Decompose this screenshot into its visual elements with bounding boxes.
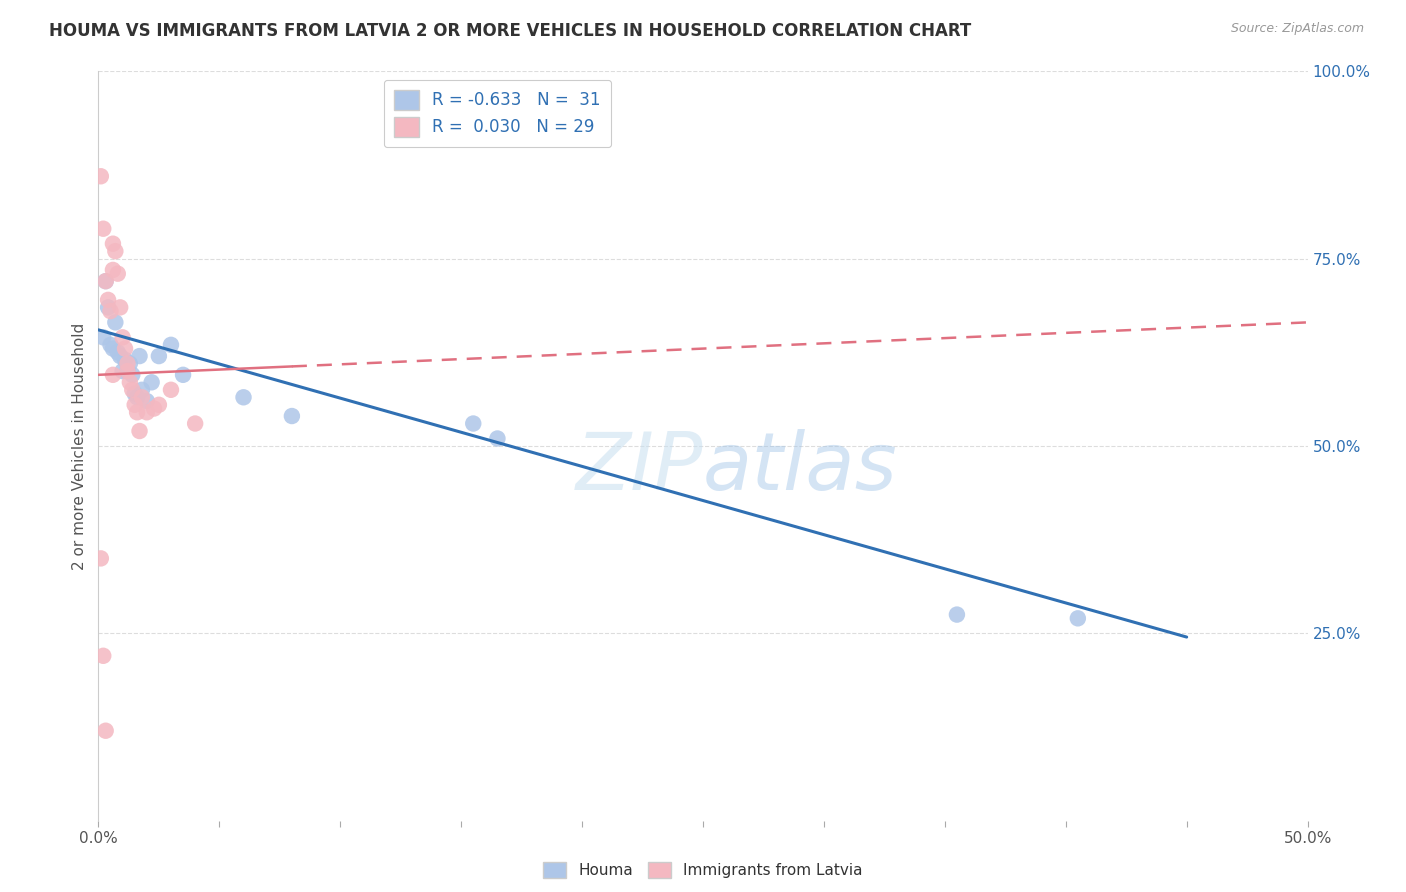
Point [108, 301, 131, 315]
Point [135, 394, 157, 409]
Point [111, 364, 134, 378]
Point [121, 383, 143, 397]
Point [118, 357, 141, 371]
Text: HOUMA VS IMMIGRANTS FROM LATVIA 2 OR MORE VEHICLES IN HOUSEHOLD CORRELATION CHAR: HOUMA VS IMMIGRANTS FROM LATVIA 2 OR MOR… [49, 22, 972, 40]
Point [94, 274, 117, 288]
Point [131, 390, 153, 404]
Point [124, 398, 146, 412]
Point [124, 386, 146, 401]
Point [127, 390, 149, 404]
Point [141, 376, 163, 390]
Text: atlas: atlas [703, 429, 898, 508]
Point [118, 376, 141, 390]
Point [946, 607, 969, 622]
Point [135, 405, 157, 419]
Point [463, 417, 485, 431]
Point [114, 342, 136, 356]
Point [97, 301, 120, 315]
Point [172, 368, 194, 382]
Point [100, 338, 122, 352]
Point [1067, 611, 1090, 625]
Point [108, 349, 131, 363]
Point [128, 424, 150, 438]
Point [91, 330, 114, 344]
Point [101, 342, 124, 356]
Point [100, 304, 122, 318]
Point [117, 357, 139, 371]
Text: Source: ZipAtlas.com: Source: ZipAtlas.com [1230, 22, 1364, 36]
Point [127, 405, 149, 419]
Point [184, 417, 207, 431]
Point [90, 169, 112, 184]
Point [128, 349, 150, 363]
Legend: Houma, Immigrants from Latvia: Houma, Immigrants from Latvia [537, 855, 869, 884]
Point [91, 648, 114, 663]
Point [114, 352, 136, 367]
Point [160, 383, 183, 397]
Point [90, 551, 112, 566]
Point [148, 398, 170, 412]
Point [104, 315, 127, 329]
Point [143, 401, 166, 416]
Y-axis label: 2 or more Vehicles in Household: 2 or more Vehicles in Household [72, 322, 87, 570]
Point [101, 368, 124, 382]
Point [104, 244, 127, 259]
Point [101, 263, 124, 277]
Point [117, 364, 139, 378]
Point [101, 236, 124, 251]
Point [131, 383, 153, 397]
Point [148, 349, 170, 363]
Point [232, 390, 254, 404]
Point [91, 221, 114, 235]
Point [160, 338, 183, 352]
Point [97, 293, 120, 307]
Text: ZIP: ZIP [575, 429, 703, 508]
Point [281, 409, 304, 423]
Legend: R = -0.633   N =  31, R =  0.030   N = 29: R = -0.633 N = 31, R = 0.030 N = 29 [384, 79, 610, 147]
Point [94, 274, 117, 288]
Point [111, 330, 134, 344]
Point [486, 432, 509, 446]
Point [107, 267, 129, 281]
Point [94, 723, 117, 738]
Point [107, 345, 129, 359]
Point [117, 364, 139, 378]
Point [121, 368, 143, 382]
